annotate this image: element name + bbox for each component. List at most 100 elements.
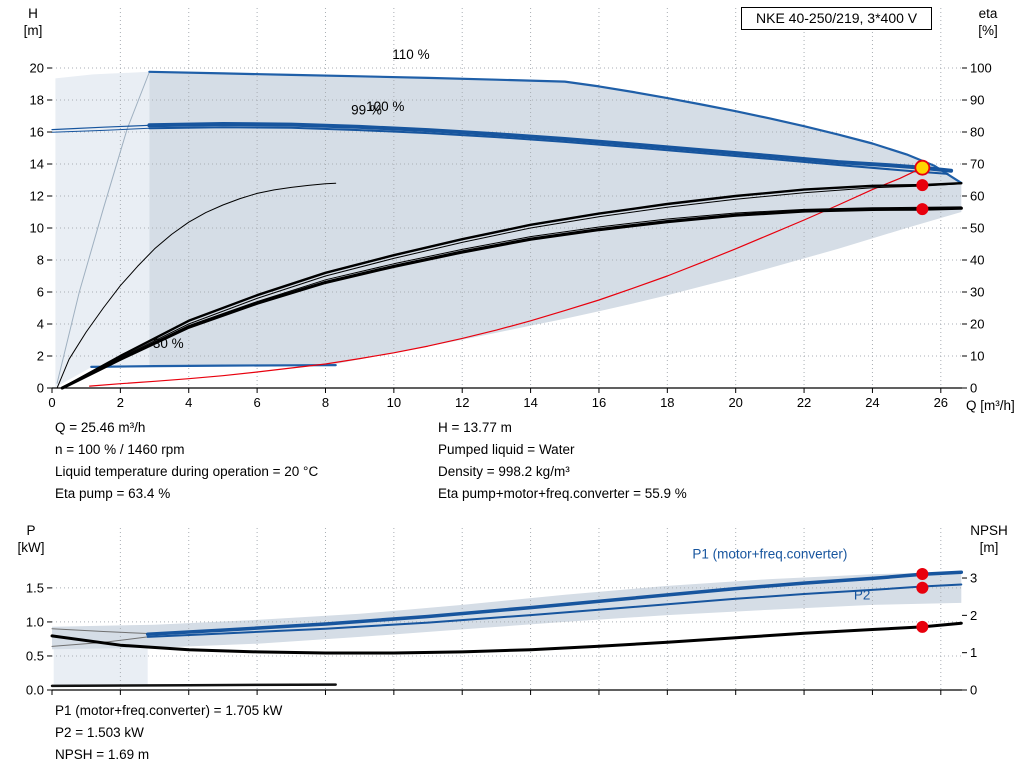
tick-label: 12 — [455, 395, 469, 410]
curve-label: P2 — [854, 587, 871, 602]
tick-label: 0 — [970, 683, 977, 698]
tick-label: 50 — [970, 221, 984, 236]
p1-point — [916, 567, 929, 580]
envelope-left-edge — [56, 71, 150, 384]
eta-axis-title: eta [%] — [964, 5, 1012, 39]
curve-p-30pct — [50, 683, 337, 688]
eta-pump-point — [916, 179, 929, 192]
tick-label: 12 — [30, 189, 44, 204]
curve-label: 99 % — [351, 102, 382, 117]
tick-label: 8 — [322, 395, 329, 410]
tick-label: 8 — [37, 253, 44, 268]
tick-label: 100 — [970, 61, 992, 76]
duty-info-right: H = 13.77 m Pumped liquid = Water Densit… — [438, 417, 687, 505]
p-axis-unit: [kW] — [17, 540, 45, 555]
eta-pump-99 — [61, 183, 962, 389]
curve-99pct-inlet — [51, 127, 150, 133]
tick-label: 1.0 — [26, 614, 44, 629]
tick-label: 1.5 — [26, 580, 44, 595]
npsh-point — [916, 620, 929, 633]
info-line: Pumped liquid = Water — [438, 442, 575, 457]
tick-label: 14 — [30, 157, 44, 172]
eta-pump — [61, 182, 963, 390]
tick-label: 0 — [48, 395, 55, 410]
tick-label: 30 — [970, 285, 984, 300]
curve-label: 110 % — [392, 47, 429, 62]
duty-point — [914, 159, 931, 176]
npsh-axis-label: NPSH — [970, 523, 1008, 538]
eta-axis-label: eta — [978, 6, 998, 21]
eta-pump-steep — [56, 182, 337, 389]
operating-envelope — [149, 71, 962, 367]
eta-axis-unit: [%] — [978, 23, 998, 38]
info-line: H = 13.77 m — [438, 420, 512, 435]
tick-label: 18 — [30, 93, 44, 108]
curve-99pct — [148, 126, 949, 175]
info-line: Eta pump = 63.4 % — [55, 486, 171, 501]
tick-label: 26 — [934, 395, 948, 410]
q-axis-title: Q [m³/h] — [966, 398, 1015, 413]
p-axis-label: P — [26, 523, 36, 538]
p-axis-title: P [kW] — [8, 522, 54, 556]
tick-label: 20 — [728, 395, 742, 410]
h-axis-title: H [m] — [12, 5, 54, 39]
tick-label: 70 — [970, 157, 984, 172]
curve-110pct — [148, 70, 963, 184]
tick-label: 0 — [970, 381, 977, 396]
curve-label: P1 (motor+freq.converter) — [692, 547, 847, 562]
npsh-axis-unit: [m] — [979, 540, 999, 555]
power-info: P1 (motor+freq.converter) = 1.705 kW P2 … — [55, 700, 282, 766]
tick-label: 90 — [970, 93, 984, 108]
tick-label: 0 — [37, 381, 44, 396]
curve-label: 100 % — [366, 99, 404, 114]
tick-label: 10 — [30, 221, 44, 236]
tick-label: 2 — [117, 395, 124, 410]
info-line: Eta pump+motor+freq.converter = 55.9 % — [438, 486, 687, 501]
tick-label: 16 — [592, 395, 606, 410]
tick-label: 0.5 — [26, 648, 44, 663]
p1-inlet — [51, 628, 149, 634]
tick-label: 10 — [387, 395, 401, 410]
p2-point — [916, 581, 929, 594]
eta-total — [60, 206, 963, 390]
eta-total-point — [916, 203, 929, 216]
h-axis-unit: [m] — [23, 23, 43, 38]
duty-info-left: Q = 25.46 m³/h n = 100 % / 1460 rpm Liqu… — [55, 417, 318, 505]
info-line: NPSH = 1.69 m — [55, 747, 150, 762]
tick-label: 1 — [970, 645, 977, 660]
tick-label: 80 — [970, 125, 984, 140]
tick-label: 2 — [970, 608, 977, 623]
tick-label: 18 — [660, 395, 674, 410]
tick-label: 20 — [30, 61, 44, 76]
pump-designation-box: NKE 40-250/219, 3*400 V — [741, 7, 933, 30]
curve-100pct — [147, 122, 954, 173]
tick-label: 40 — [970, 253, 984, 268]
curve-p2 — [146, 583, 963, 638]
tick-label: 14 — [523, 395, 537, 410]
tick-label: 20 — [970, 317, 984, 332]
info-line: Liquid temperature during operation = 20… — [55, 464, 319, 479]
operating-envelope-light — [55, 71, 150, 388]
tick-label: 6 — [253, 395, 260, 410]
curve-label: 30 % — [153, 336, 184, 351]
tick-label: 22 — [797, 395, 811, 410]
tick-label: 16 — [30, 125, 44, 140]
tick-label: 4 — [185, 395, 192, 410]
info-line: P2 = 1.503 kW — [55, 725, 144, 740]
tick-label: 2 — [37, 349, 44, 364]
curve-100pct-inlet — [51, 124, 150, 131]
h-axis-label: H — [28, 6, 38, 21]
info-line: n = 100 % / 1460 rpm — [55, 442, 185, 457]
min-flow-curve — [89, 167, 923, 387]
curve-30pct — [90, 364, 337, 368]
info-line: Density = 998.2 kg/m³ — [438, 464, 570, 479]
tick-label: 4 — [37, 317, 44, 332]
tick-label: 3 — [970, 571, 977, 586]
curve-p1 — [145, 570, 964, 636]
tick-label: 10 — [970, 349, 984, 364]
npsh-axis-title: NPSH [m] — [958, 522, 1020, 556]
tick-label: 24 — [865, 395, 879, 410]
